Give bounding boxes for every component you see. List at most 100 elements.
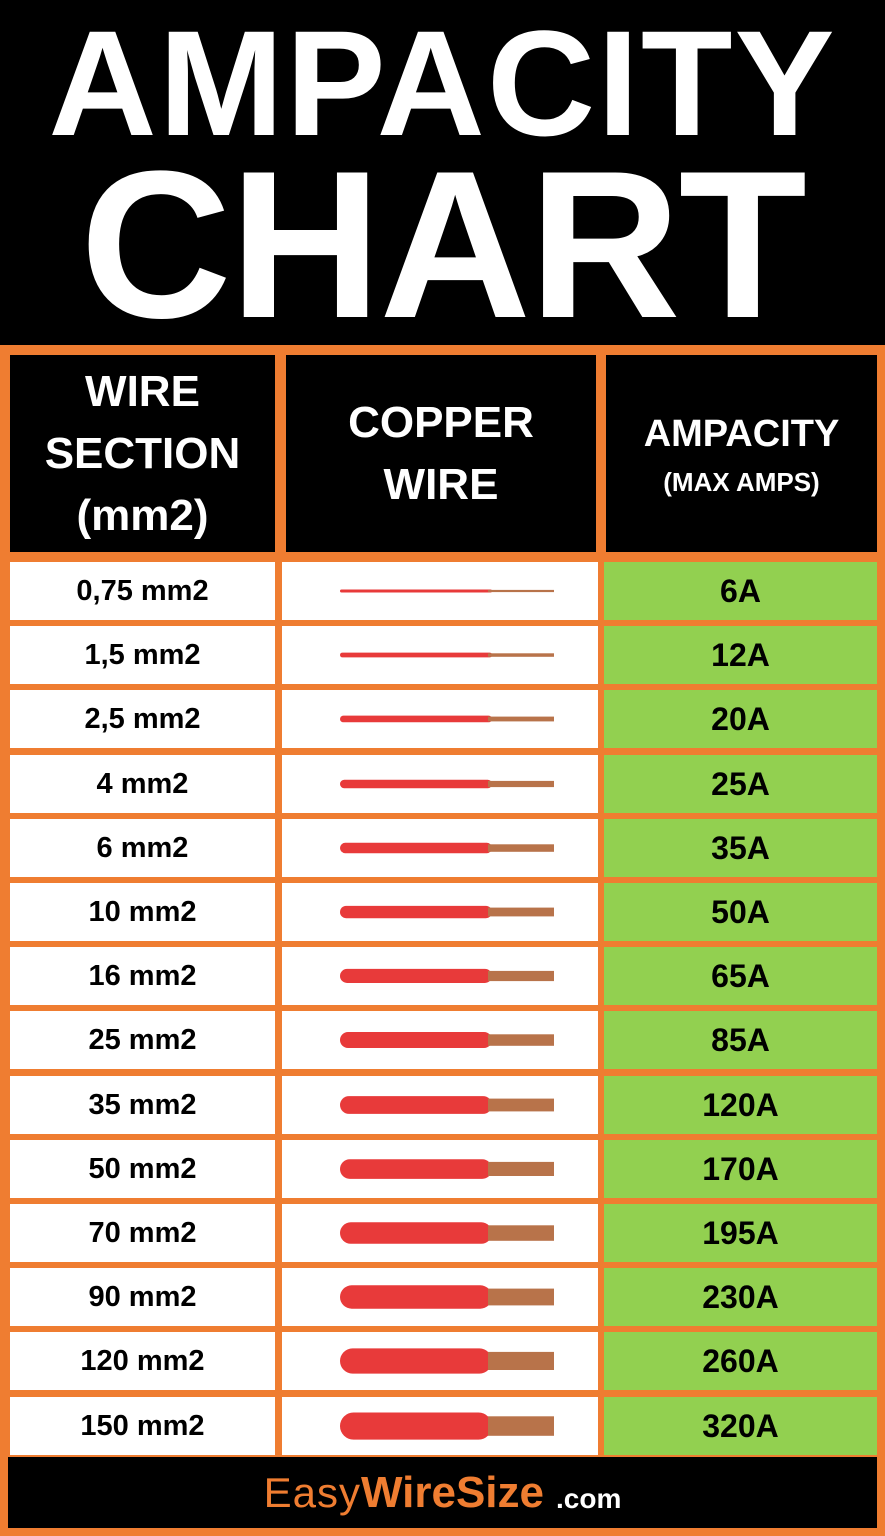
ampacity-cell: 20A [604,690,877,748]
wire-insulation [340,1348,492,1374]
title-line-2: CHART [80,127,807,362]
brand-easy: Easy [263,1468,361,1516]
footer-brand: Easy WireSize .com [8,1457,877,1528]
wire-section-cell: 10 mm2 [10,883,275,941]
ampacity-cell: 25A [604,755,877,813]
wire-section-cell: 90 mm2 [10,1268,275,1326]
header-ampacity: AMPACITY (MAX AMPS) [606,355,877,552]
wire-icon [340,842,554,854]
ampacity-cell: 50A [604,883,877,941]
title-block: AMPACITY CHART [0,0,885,350]
wire-insulation [340,779,492,789]
brand-suffix: .com [556,1482,622,1514]
copper-wire-cell [282,1332,598,1390]
wire-insulation [340,968,492,983]
copper-wire-cell [282,1268,598,1326]
ampacity-cell: 35A [604,819,877,877]
copper-wire-cell [282,819,598,877]
ampacity-cell: 120A [604,1076,877,1134]
copper-wire-cell [282,1140,598,1198]
copper-conductor [488,1351,554,1370]
wire-insulation [340,715,492,723]
header-ampacity-line-1: AMPACITY [643,412,840,455]
wire-section-cell: 0,75 mm2 [10,562,275,620]
header-copper-wire-line-2: WIRE [383,459,499,509]
wire-icon [340,1159,554,1179]
header-ampacity-line-2: (MAX AMPS) [663,466,820,497]
ampacity-cell: 85A [604,1011,877,1069]
copper-conductor [488,589,554,593]
copper-conductor [488,1034,554,1046]
copper-conductor [488,716,554,722]
wire-insulation [340,1159,492,1179]
copper-wire-cell [282,947,598,1005]
wire-insulation [340,1096,492,1114]
wire-icon [340,1222,554,1244]
wire-section-cell: 2,5 mm2 [10,690,275,748]
header-wire-section-line-1: WIRE [85,366,200,416]
copper-conductor [488,1161,554,1176]
wire-section-cell: 6 mm2 [10,819,275,877]
wire-section-cell: 70 mm2 [10,1204,275,1262]
copper-conductor [488,780,554,788]
copper-conductor [488,1288,554,1306]
copper-wire-cell [282,1076,598,1134]
copper-conductor [488,907,554,917]
wire-icon [340,779,554,789]
wire-icon [340,1032,554,1048]
header-copper-wire-line-1: COPPER [348,397,534,447]
wire-icon [340,905,554,919]
copper-wire-cell [282,755,598,813]
wire-insulation [340,1032,492,1048]
wire-section-cell: 35 mm2 [10,1076,275,1134]
copper-conductor [488,1098,554,1112]
wire-icon [340,1348,554,1374]
wire-insulation [340,652,492,658]
wire-icon [340,1096,554,1114]
ampacity-cell: 170A [604,1140,877,1198]
ampacity-cell: 230A [604,1268,877,1326]
copper-conductor [488,970,554,982]
wire-icon [340,715,554,723]
wire-insulation [340,1412,492,1440]
copper-conductor [488,844,554,852]
wire-icon [340,1285,554,1309]
wire-section-cell: 50 mm2 [10,1140,275,1198]
header-copper-wire: COPPER WIRE [286,355,596,552]
header-wire-section-line-2: SECTION [44,428,241,478]
wire-section-cell: 16 mm2 [10,947,275,1005]
copper-conductor [488,653,554,657]
copper-wire-cell [282,883,598,941]
ampacity-cell: 260A [604,1332,877,1390]
wire-icon [340,968,554,983]
wire-section-cell: 150 mm2 [10,1397,275,1455]
ampacity-cell: 6A [604,562,877,620]
wire-insulation [340,842,492,854]
wire-icon [340,652,554,658]
wire-insulation [340,905,492,919]
wire-insulation [340,1222,492,1244]
copper-wire-cell [282,1397,598,1455]
brand-wiresize: WireSize [361,1467,545,1517]
copper-wire-cell [282,626,598,684]
ampacity-cell: 195A [604,1204,877,1262]
copper-wire-cell [282,562,598,620]
copper-conductor [488,1225,554,1241]
wire-insulation [340,589,492,593]
copper-wire-cell [282,690,598,748]
ampacity-cell: 12A [604,626,877,684]
wire-icon [340,589,554,593]
header-wire-section: WIRE SECTION (mm2) [10,355,275,552]
copper-conductor [488,1416,554,1436]
wire-icon [340,1412,554,1440]
wire-section-cell: 4 mm2 [10,755,275,813]
header-wire-section-line-3: (mm2) [76,490,209,540]
title-line-1: AMPACITY [48,0,837,167]
ampacity-cell: 320A [604,1397,877,1455]
copper-wire-cell [282,1204,598,1262]
copper-wire-cell [282,1011,598,1069]
wire-section-cell: 25 mm2 [10,1011,275,1069]
wire-section-cell: 120 mm2 [10,1332,275,1390]
wire-insulation [340,1285,492,1309]
wire-section-cell: 1,5 mm2 [10,626,275,684]
